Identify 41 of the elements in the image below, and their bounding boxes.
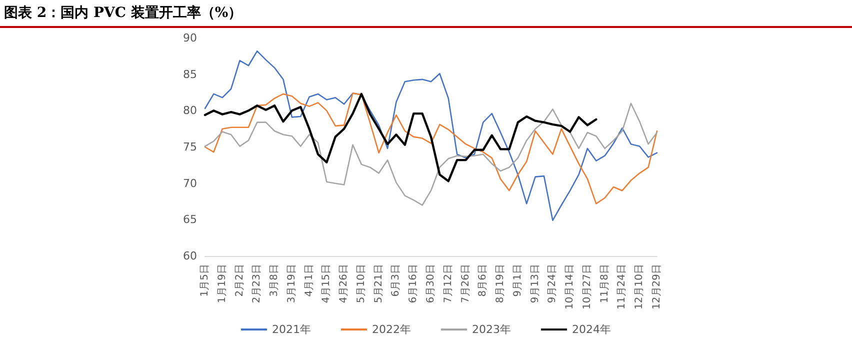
line-series — [204, 50, 658, 222]
x-tick-label: 7月12日 — [442, 264, 454, 304]
x-tick-label: 3月19日 — [286, 264, 298, 304]
x-tick-label: 11月24日 — [616, 264, 628, 310]
x-tick-label: 6月16日 — [408, 264, 420, 304]
y-tick-label: 80 — [183, 104, 197, 118]
legend-label: 2021年 — [272, 323, 312, 336]
x-tick-label: 11月8日 — [599, 264, 610, 304]
legend-label: 2023年 — [472, 323, 511, 336]
y-tick-label: 85 — [183, 68, 197, 81]
x-tick-label: 9月1日 — [512, 264, 524, 297]
x-tick-label: 10月27日 — [582, 264, 593, 310]
x-tick-label: 5月21日 — [373, 264, 384, 304]
y-tick-label: 60 — [183, 250, 197, 262]
y-tick-label: 90 — [183, 32, 197, 44]
legend-label: 2022年 — [372, 323, 412, 336]
x-tick-label: 4月15日 — [321, 264, 332, 304]
x-tick-label: 4月1日 — [304, 264, 315, 297]
x-tick-label: 12月10日 — [634, 264, 646, 310]
x-tick-label: 1月5日 — [200, 264, 210, 297]
x-tick-label: 8月6日 — [478, 264, 489, 297]
x-tick-label: 6月30日 — [426, 264, 436, 304]
x-tick-label: 7月26日 — [460, 264, 472, 304]
x-tick-label: 1月19日 — [216, 264, 228, 304]
y-tick-label: 65 — [183, 213, 197, 226]
x-tick-label: 2月2日 — [234, 264, 246, 297]
x-tick-label: 5月10日 — [356, 264, 367, 304]
line-series — [204, 92, 598, 182]
x-tick-label: 9月13日 — [530, 264, 541, 304]
chart-title: 图表 2：国内 PVC 装置开工率（%） — [0, 0, 852, 28]
y-tick-label: 75 — [183, 140, 197, 154]
x-tick-label: 10月14日 — [564, 264, 576, 310]
x-tick-label: 4月26日 — [338, 264, 350, 304]
legend-label: 2024年 — [572, 323, 611, 336]
x-tick-label: 2月23日 — [252, 264, 263, 304]
x-tick-label: 3月8日 — [269, 264, 280, 297]
x-tick-label: 9月24日 — [547, 264, 558, 304]
x-tick-label: 12月29日 — [652, 264, 662, 310]
y-tick-label: 70 — [183, 176, 197, 190]
x-tick-label: 8月19日 — [495, 264, 506, 304]
x-tick-label: 6月3日 — [390, 264, 402, 297]
